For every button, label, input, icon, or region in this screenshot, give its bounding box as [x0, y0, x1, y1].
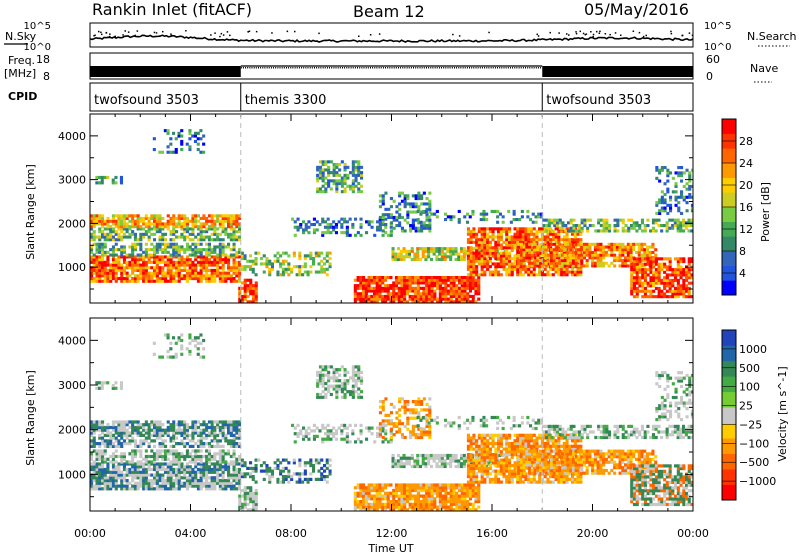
xtick-label-4: 16:00	[476, 527, 508, 540]
cpid-segment-label-0: twofsound 3503	[94, 93, 199, 108]
freq-tick-top: 18	[36, 53, 50, 66]
colorbar-tick: 28	[739, 135, 753, 148]
freq-trace	[90, 65, 693, 77]
cpid-panel: CPID twofsound 3503 themis 3300 twofsound …	[8, 82, 694, 112]
freq-tick-bottom: 8	[43, 70, 50, 83]
colorbar-tick: 1000	[739, 343, 767, 356]
nsky-line	[89, 34, 694, 43]
cpid-segments: twofsound 3503 themis 3300 twofsound 3503	[94, 83, 651, 111]
colorbar-tick: 500	[739, 362, 760, 375]
x-tick-labels: 00:00 04:00 08:00 12:00 16:00 20:00 00:00	[74, 527, 709, 540]
ytick-label: 3000	[58, 379, 86, 392]
xtick-label-5: 20:00	[577, 527, 609, 540]
freq-band-right	[542, 66, 693, 77]
xtick-label-0: 00:00	[74, 527, 106, 540]
x-axis-label: Time UT	[367, 542, 413, 554]
velocity-panel: 1000 2000 3000 4000 Slant Range [km] 1000 50…	[24, 317, 789, 512]
velocity-ylabel: Slant Range [km]	[24, 370, 37, 466]
colorbar-tick: 100	[739, 381, 760, 394]
ytick-label: 1000	[58, 261, 86, 274]
colorbar-tick: −25	[739, 418, 762, 431]
nsky-label: N.Sky	[5, 30, 37, 43]
nsky-trace	[89, 30, 694, 43]
velocity-axes: 1000 2000 3000 4000	[58, 317, 694, 511]
date-label: 05/May/2016	[584, 0, 689, 19]
nave-tick-top: 60	[706, 53, 720, 66]
freq-band-left	[90, 66, 241, 77]
ytick-label: 2000	[58, 217, 86, 230]
colorbar-tick: −500	[739, 456, 769, 469]
cpid-segment-label-1: themis 3300	[245, 93, 327, 108]
nsky-panel: N.Sky 10^5 10^0 10^5 10^0 N.Search	[4, 21, 797, 53]
xtick-label-2: 08:00	[275, 527, 307, 540]
power-panel: 1000 2000 3000 4000 Slant Range [km] 4 8 12 16…	[24, 113, 772, 304]
ytick-label: 4000	[58, 130, 86, 143]
colorbar-tick: 8	[739, 245, 746, 258]
ytick-label: 3000	[58, 174, 86, 187]
nave-tick-bottom: 0	[706, 70, 713, 83]
nsky-tick-bottom: 10^0	[24, 42, 51, 53]
colorbar-tick: 20	[739, 179, 753, 192]
xtick-label-6: 00:00	[677, 527, 709, 540]
power-ylabel: Slant Range [km]	[24, 164, 37, 260]
nsearch-tick-top: 10^5	[704, 21, 731, 32]
xtick-label-1: 04:00	[175, 527, 207, 540]
velocity-cells	[90, 333, 693, 511]
colorbar-tick: 16	[739, 201, 753, 214]
nsky-tick-top: 10^5	[24, 21, 51, 32]
ytick-label: 1000	[58, 468, 86, 481]
colorbar-tick: 25	[739, 400, 753, 413]
power-colorbar: 4 8 12 16 20 24 28	[721, 118, 753, 296]
ytick-label: 4000	[58, 334, 86, 347]
power-colorbar-label: Power [dB]	[759, 182, 772, 242]
freq-label: Freq.	[8, 54, 35, 67]
freq-unit: [MHz]	[4, 67, 36, 80]
station-title: Rankin Inlet (fitACF)	[92, 0, 252, 19]
colorbar-tick: −1000	[739, 475, 776, 488]
nsearch-label: N.Search	[747, 30, 797, 43]
cpid-segment-label-2: twofsound 3503	[546, 93, 651, 108]
beam-label: Beam 12	[353, 2, 425, 21]
power-axes: 1000 2000 3000 4000	[58, 113, 694, 303]
cpid-label: CPID	[8, 90, 37, 103]
ytick-label: 2000	[58, 424, 86, 437]
nave-label: Nave	[750, 62, 778, 75]
colorbar-tick: 4	[739, 267, 746, 280]
colorbar-tick: 12	[739, 223, 753, 236]
colorbar-tick: −100	[739, 437, 769, 450]
velocity-colorbar-label: Velocity [m s^-1]	[776, 366, 789, 461]
nsearch-tick-bottom: 10^0	[704, 42, 731, 53]
power-cells	[90, 129, 693, 303]
freq-panel: Freq. [MHz] 18 8 60 0 Nave	[4, 52, 778, 83]
colorbar-tick: 24	[739, 157, 753, 170]
xtick-label-3: 12:00	[376, 527, 408, 540]
velocity-colorbar: 1000 500 100 25 −25 −100 −500 −1000	[721, 329, 776, 501]
